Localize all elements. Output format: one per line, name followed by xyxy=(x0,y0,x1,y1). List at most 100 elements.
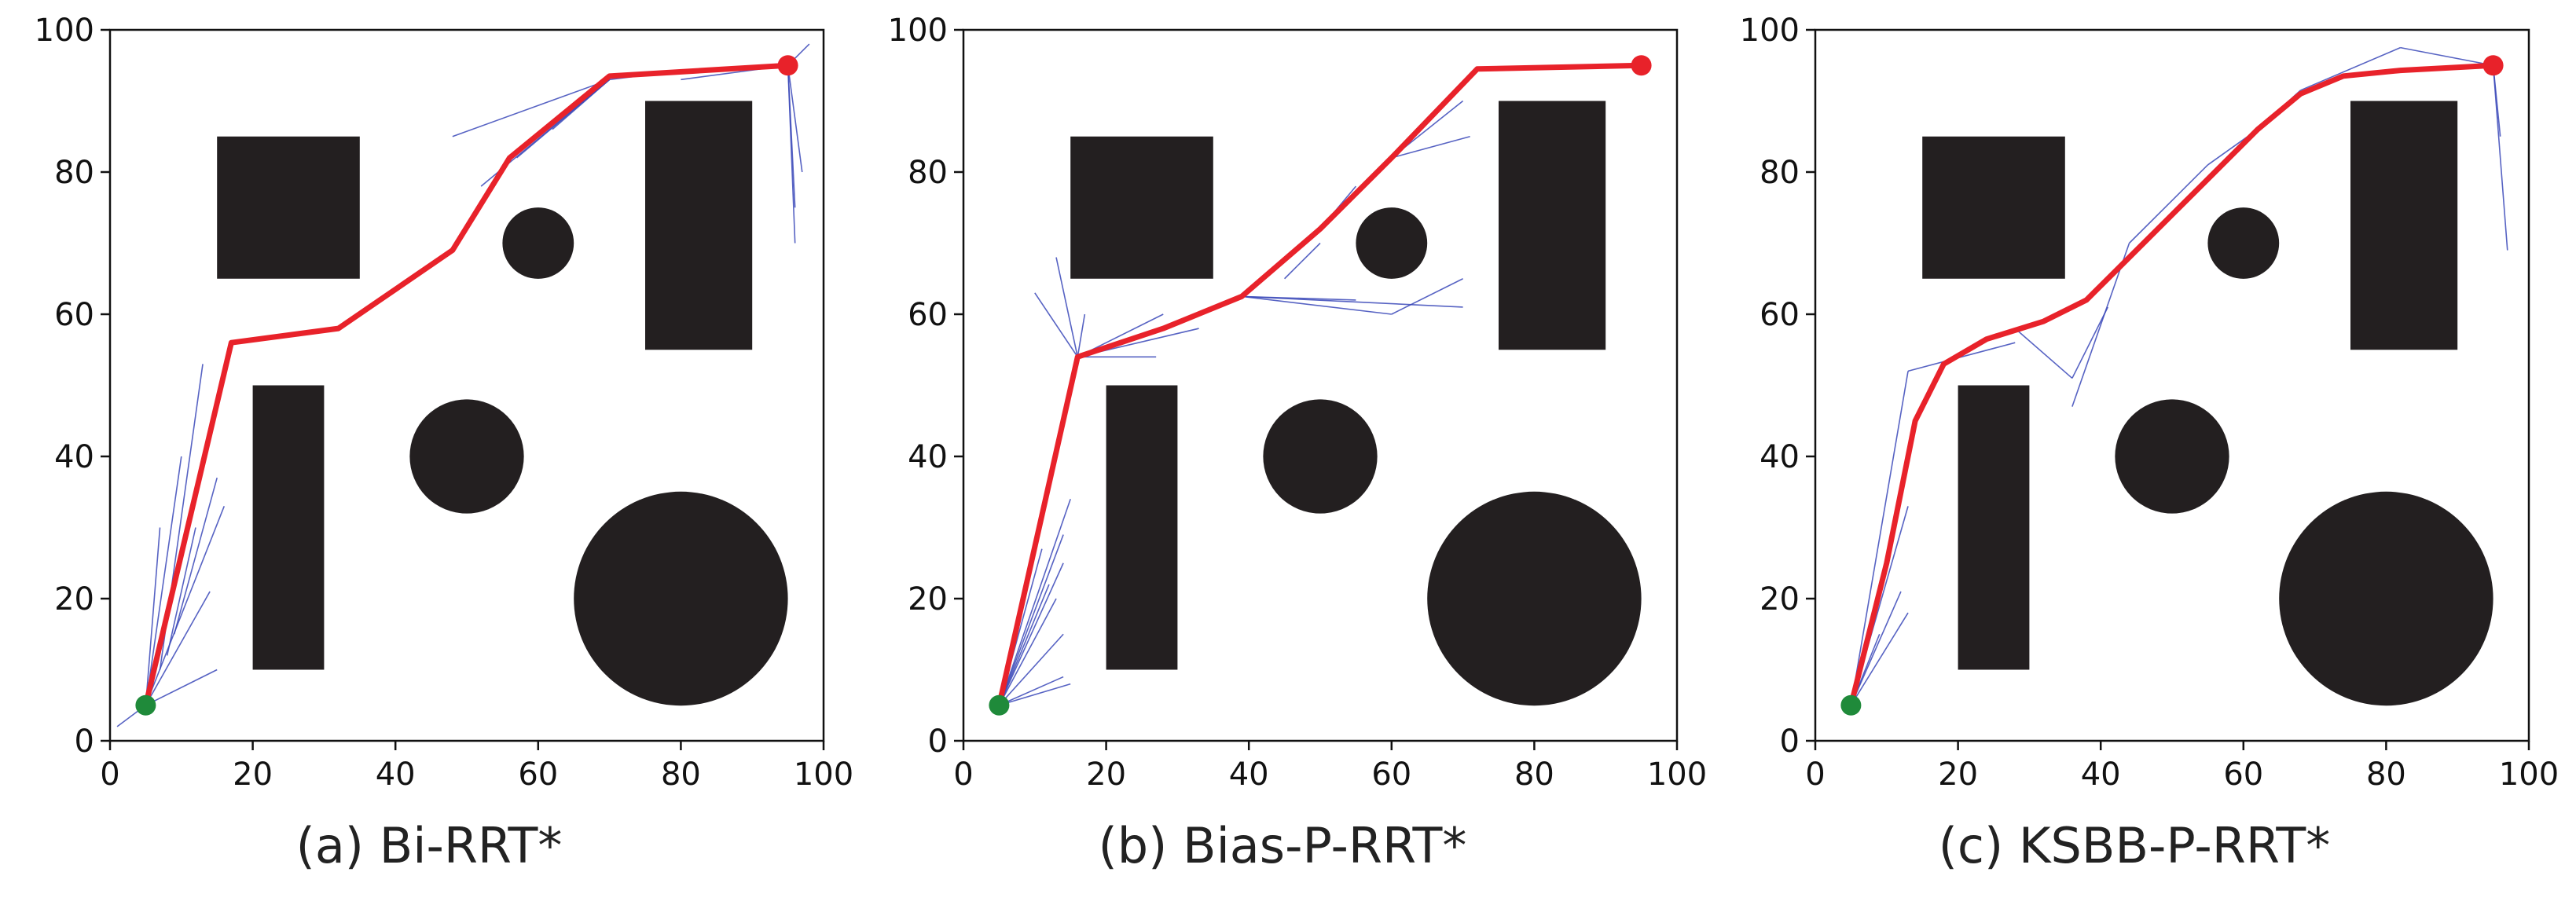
tree-branch xyxy=(452,79,610,137)
plot-area-b xyxy=(989,55,1652,716)
tree-branch xyxy=(1242,295,1392,315)
x-tick-label: 100 xyxy=(2499,757,2559,793)
axes-frame xyxy=(1814,28,2530,742)
tree-branch xyxy=(998,499,1071,706)
tree-branch xyxy=(2492,65,2508,251)
tree-branch xyxy=(998,598,1057,706)
y-tick-label: 100 xyxy=(35,13,94,49)
tree-branch xyxy=(2400,46,2493,67)
tree-branch xyxy=(999,676,1064,706)
obstacle-rect-2 xyxy=(645,101,753,350)
axes-frame xyxy=(108,28,825,742)
tree-branches xyxy=(998,100,1470,706)
x-tick-label: 20 xyxy=(1938,757,1978,793)
y-tick-label: 0 xyxy=(928,724,948,760)
obstacle-rect-3 xyxy=(1106,385,1178,670)
tree-branch xyxy=(2300,46,2401,91)
x-tick-label: 40 xyxy=(2081,757,2121,793)
x-tick-label: 0 xyxy=(100,757,119,793)
x-tick-label: 20 xyxy=(1086,757,1126,793)
y-tick-label: 80 xyxy=(908,155,948,191)
tree-branches xyxy=(116,43,810,727)
tree-branch xyxy=(998,633,1064,706)
tree-branch xyxy=(552,79,611,130)
chart-a-svg: 0 20 40 60 80 100 0 20 40 60 80 100 xyxy=(35,13,854,793)
y-tick-label: 20 xyxy=(1760,581,1800,617)
obstacle-rect-3 xyxy=(252,385,325,670)
x-tick-label: 0 xyxy=(1805,757,1825,793)
obstacle-rect-2 xyxy=(2350,101,2458,350)
tree-branch xyxy=(145,591,211,706)
start-point xyxy=(1840,694,1862,716)
y-tick-label: 80 xyxy=(1760,155,1800,191)
obstacle-rect-1 xyxy=(1922,136,2065,279)
planned-path xyxy=(1848,62,2497,709)
x-tick-label: 100 xyxy=(794,757,853,793)
obstacle-circle-1 xyxy=(1356,207,1428,279)
obstacle-rect-2 xyxy=(1499,101,1606,350)
tree-branch xyxy=(1850,371,1909,705)
obstacle-circle-2 xyxy=(2115,399,2229,514)
x-tick-label: 60 xyxy=(518,757,558,793)
y-tick-label: 40 xyxy=(908,439,948,475)
y-tick-label: 100 xyxy=(1740,13,1800,49)
obstacle-rect-1 xyxy=(217,136,360,279)
x-tick-label: 100 xyxy=(1647,757,1707,793)
y-tick-label: 60 xyxy=(908,297,948,333)
x-tick-label: 80 xyxy=(661,757,701,793)
tree-branch xyxy=(173,477,218,635)
tree-branch xyxy=(1055,257,1079,357)
tree-branch xyxy=(1907,342,2016,372)
tree-branch xyxy=(166,527,196,656)
chart-panel-c: 0 20 40 60 80 100 0 20 40 60 80 100 (c) KSBB-P-RRT* xyxy=(1705,0,2563,905)
tree-branch xyxy=(1850,612,1909,706)
tree-branch xyxy=(1034,292,1078,357)
y-tick-label: 60 xyxy=(54,297,94,333)
y-tick-label: 0 xyxy=(1780,724,1800,760)
y-tick-label: 20 xyxy=(908,581,948,617)
y-tick-label: 100 xyxy=(888,13,948,49)
obstacle-circle-3 xyxy=(1427,491,1642,706)
tree-branch xyxy=(1850,591,1902,706)
plot-area-c xyxy=(1840,46,2508,716)
planned-path xyxy=(142,62,791,709)
obstacle-rect-1 xyxy=(1070,136,1213,279)
x-tick-label: 80 xyxy=(1514,757,1554,793)
obstacle-circle-1 xyxy=(2207,207,2280,279)
tree-branch xyxy=(145,669,218,706)
chart-panel-a: 0 20 40 60 80 100 0 20 40 60 80 100 (a) Bi-RRT* xyxy=(0,0,858,905)
x-tick-label: 0 xyxy=(953,757,973,793)
start-point xyxy=(135,694,156,716)
y-tick-label: 20 xyxy=(54,581,94,617)
tree-branch xyxy=(1391,135,1470,159)
tree-branch xyxy=(998,584,1050,706)
tree-branch xyxy=(2128,164,2208,244)
y-tick-label: 0 xyxy=(75,724,94,760)
x-tick-label: 40 xyxy=(376,757,416,793)
x-tick-label: 40 xyxy=(1229,757,1269,793)
tree-branch xyxy=(2014,328,2073,379)
tree-branch xyxy=(145,527,161,705)
obstacle-rect-3 xyxy=(1958,385,2030,670)
obstacle-circle-2 xyxy=(1263,399,1378,514)
y-tick-label: 40 xyxy=(54,439,94,475)
tree-branch xyxy=(787,65,796,244)
obstacle-circle-3 xyxy=(574,491,788,706)
goal-point xyxy=(1631,55,1652,76)
y-tick-label: 40 xyxy=(1760,439,1800,475)
tree-branch xyxy=(787,65,803,173)
axes-frame xyxy=(962,28,1679,742)
tree-branch xyxy=(145,506,226,706)
y-tick-label: 80 xyxy=(54,155,94,191)
tree-branch xyxy=(1077,313,1086,357)
chart-b-title: (b) Bias-P-RRT* xyxy=(1098,817,1467,874)
start-point xyxy=(989,694,1010,716)
y-tick-label: 60 xyxy=(1760,297,1800,333)
tree-branch xyxy=(1284,242,1321,280)
planned-path xyxy=(996,62,1645,709)
tree-branch xyxy=(1391,278,1463,315)
chart-panel-b: 0 20 40 60 80 100 0 20 40 60 80 100 (b) Bias-P-RRT* xyxy=(853,0,1712,905)
obstacle-circle-1 xyxy=(502,207,574,279)
x-tick-label: 60 xyxy=(1371,757,1411,793)
